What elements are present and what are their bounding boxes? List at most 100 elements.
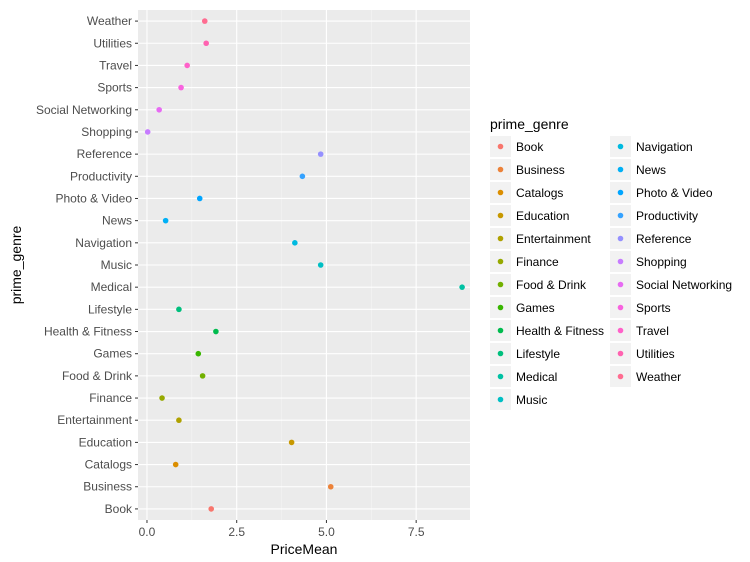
y-tick-label: Social Networking	[36, 103, 132, 117]
x-axis-title: PriceMean	[271, 541, 338, 557]
data-point	[203, 40, 209, 47]
legend-item: Productivity	[610, 205, 698, 226]
y-axis-title: prime_genre	[8, 225, 24, 304]
legend-item: Weather	[610, 366, 681, 387]
legend-item: Medical	[490, 366, 557, 387]
x-tick-label: 2.5	[228, 525, 245, 539]
data-point	[292, 240, 298, 246]
legend-key-point	[617, 304, 624, 311]
legend-key-point	[497, 189, 504, 196]
legend-item: Sports	[610, 297, 671, 318]
grid-lines	[138, 10, 470, 520]
data-point	[162, 217, 169, 224]
legend-label: Entertainment	[516, 232, 591, 246]
legend-key-point	[617, 350, 624, 357]
legend-label: Photo & Video	[636, 186, 713, 200]
legend-item: Utilities	[610, 343, 675, 364]
legend-label: Productivity	[636, 209, 698, 223]
y-tick-label: Weather	[87, 14, 132, 28]
legend-item: Food & Drink	[490, 274, 587, 295]
legend-label: Medical	[516, 370, 557, 384]
y-tick-label: News	[102, 214, 132, 228]
legend-key-point	[497, 327, 504, 334]
y-tick-label: Medical	[91, 280, 132, 294]
legend-key-point	[497, 212, 504, 219]
legend-key-point	[617, 212, 624, 219]
legend-key-point	[497, 304, 504, 311]
legend-item: Music	[490, 389, 547, 410]
legend-key-point	[497, 143, 504, 150]
legend-key-point	[617, 235, 624, 242]
data-point	[184, 62, 190, 69]
legend-label: Shopping	[636, 255, 687, 269]
data-point	[196, 195, 203, 202]
y-tick-label: Food & Drink	[62, 369, 133, 383]
legend-item: Finance	[490, 251, 559, 272]
y-tick-label: Lifestyle	[88, 302, 132, 316]
legend-item: Social Networking	[610, 274, 732, 295]
y-tick-label: Utilities	[93, 36, 132, 50]
legend-label: Finance	[516, 255, 559, 269]
legend-item: Catalogs	[490, 182, 563, 203]
y-tick-label: Shopping	[81, 125, 132, 139]
data-point	[317, 151, 324, 157]
y-tick-label: Reference	[77, 147, 133, 161]
data-point	[159, 395, 165, 401]
legend-item: News	[610, 159, 666, 180]
legend-item: Lifestyle	[490, 343, 560, 364]
legend-label: Business	[516, 163, 565, 177]
y-tick-label: Education	[79, 435, 132, 449]
data-point	[201, 18, 208, 24]
y-tick-label: Health & Fitness	[44, 325, 132, 339]
legend-label: Navigation	[636, 140, 693, 154]
legend-key-point	[617, 373, 624, 380]
data-point	[317, 262, 324, 268]
data-point	[144, 129, 151, 135]
legend-label: Games	[516, 301, 555, 315]
legend-item: Reference	[610, 228, 692, 249]
data-point	[156, 106, 162, 113]
legend-title: prime_genre	[490, 116, 569, 132]
legend-label: Weather	[636, 370, 681, 384]
legend-label: Social Networking	[636, 278, 732, 292]
legend: Book Business Catalogs Education Entertainme…	[490, 136, 732, 410]
legend-label: Music	[516, 393, 547, 407]
legend-item: Book	[490, 136, 544, 157]
data-point	[199, 373, 206, 379]
data-point	[208, 506, 215, 512]
legend-label: Catalogs	[516, 186, 563, 200]
legend-item: Games	[490, 297, 555, 318]
legend-item: Travel	[610, 320, 669, 341]
legend-key-point	[617, 258, 624, 265]
legend-key-point	[497, 373, 504, 380]
y-tick-label: Book	[105, 502, 133, 516]
y-tick-label: Travel	[99, 58, 132, 72]
y-tick-label: Finance	[89, 391, 132, 405]
legend-label: Health & Fitness	[516, 324, 604, 338]
legend-label: Utilities	[636, 347, 675, 361]
legend-key-point	[497, 281, 504, 288]
data-point	[327, 483, 334, 490]
data-point	[176, 306, 182, 313]
legend-label: Reference	[636, 232, 692, 246]
legend-item: Shopping	[610, 251, 687, 272]
legend-item: Health & Fitness	[490, 320, 604, 341]
data-point	[213, 328, 219, 335]
legend-key-point	[497, 166, 504, 173]
legend-label: Travel	[636, 324, 669, 338]
legend-label: Food & Drink	[516, 278, 587, 292]
x-axis-ticks: 0.0 2.5 5.0 7.5	[139, 520, 425, 539]
legend-item: Photo & Video	[610, 182, 713, 203]
data-point	[178, 84, 184, 91]
data-point	[176, 417, 182, 424]
legend-key-point	[617, 327, 624, 334]
data-point	[195, 350, 202, 357]
data-points	[144, 18, 465, 512]
legend-key-point	[617, 189, 624, 196]
legend-key-point	[497, 235, 504, 242]
data-point	[459, 284, 465, 290]
data-point	[172, 461, 179, 468]
x-tick-label: 5.0	[318, 525, 335, 539]
legend-item: Business	[490, 159, 565, 180]
